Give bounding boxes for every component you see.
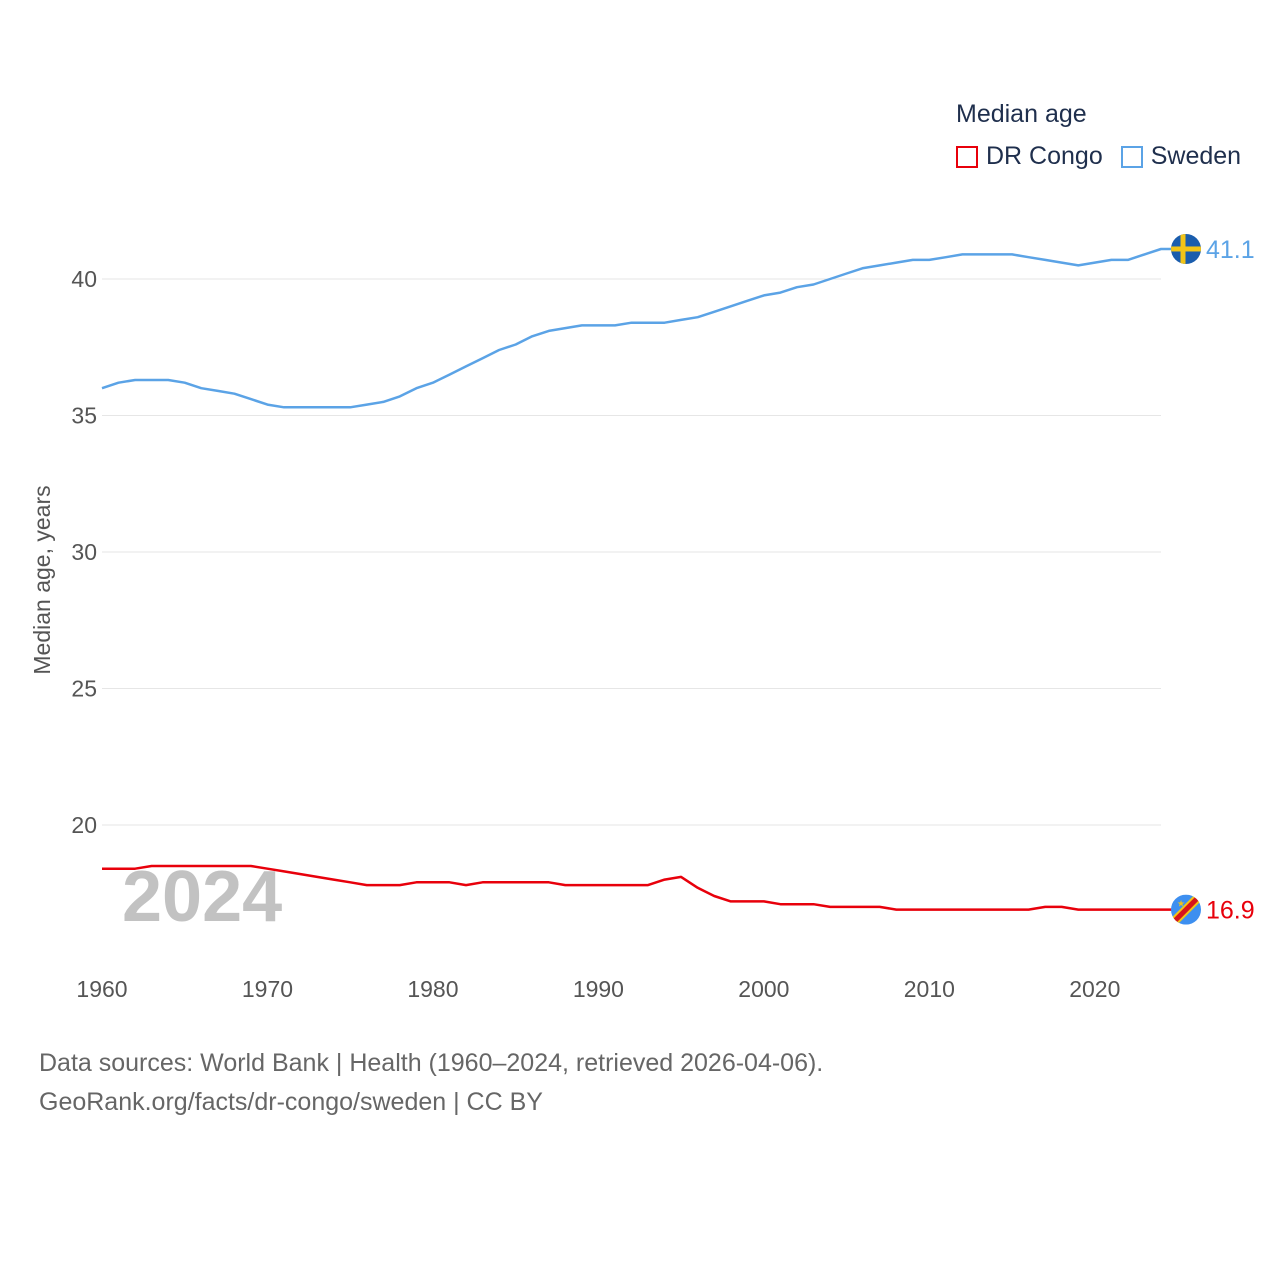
legend-swatch-dr-congo (956, 145, 978, 168)
legend-title: Median age (956, 100, 1087, 128)
year-marker: 2024 (122, 857, 282, 937)
legend-item-dr-congo[interactable]: DR Congo (956, 142, 1103, 171)
dr-congo-flag-icon: ★ (1171, 894, 1201, 925)
x-axis-ticks: 1960 1970 1980 1990 2000 2010 2020 (76, 976, 1120, 1002)
sweden-flag-icon (1171, 233, 1201, 264)
x-tick-label: 1960 (76, 976, 127, 1002)
y-tick-label: 30 (71, 539, 97, 565)
y-axis-label: Median age, years (29, 485, 55, 674)
end-value-label-sweden: 41.1 (1206, 236, 1255, 264)
y-axis-ticks: 20 25 30 35 40 (71, 266, 97, 838)
legend-swatch-sweden (1120, 145, 1143, 168)
svg-text:★: ★ (1177, 899, 1185, 909)
y-tick-label: 25 (71, 676, 97, 702)
x-tick-label: 1990 (573, 976, 624, 1002)
data-source-note: Data sources: World Bank | Health (1960–… (39, 1044, 823, 1122)
y-tick-label: 40 (71, 266, 97, 292)
x-tick-label: 2010 (904, 976, 955, 1002)
legend-item-sweden[interactable]: Sweden (1120, 142, 1242, 171)
y-tick-label: 20 (71, 812, 97, 838)
series-end-markers: ★ 16.9 41.1 (1171, 233, 1255, 925)
series-line-dr-congo[interactable] (102, 864, 1172, 911)
legend: DR Congo Sweden (956, 142, 1259, 171)
legend-label-sweden: Sweden (1150, 142, 1242, 170)
x-tick-label: 1980 (407, 976, 458, 1002)
series-line-sweden[interactable] (101, 247, 1172, 409)
x-tick-label: 1970 (242, 976, 293, 1002)
source-link[interactable]: GeoRank.org/facts/dr-congo/sweden | CC B… (39, 1088, 543, 1116)
legend-label-dr-congo: DR Congo (986, 142, 1103, 170)
gridlines (102, 278, 1161, 826)
series-lines (101, 247, 1172, 911)
x-tick-label: 2020 (1069, 976, 1120, 1002)
end-value-label-dr-congo: 16.9 (1206, 897, 1255, 925)
y-tick-label: 35 (71, 403, 97, 429)
x-tick-label: 2000 (738, 976, 789, 1002)
source-line-1: Data sources: World Bank | Health (1960–… (39, 1049, 824, 1077)
